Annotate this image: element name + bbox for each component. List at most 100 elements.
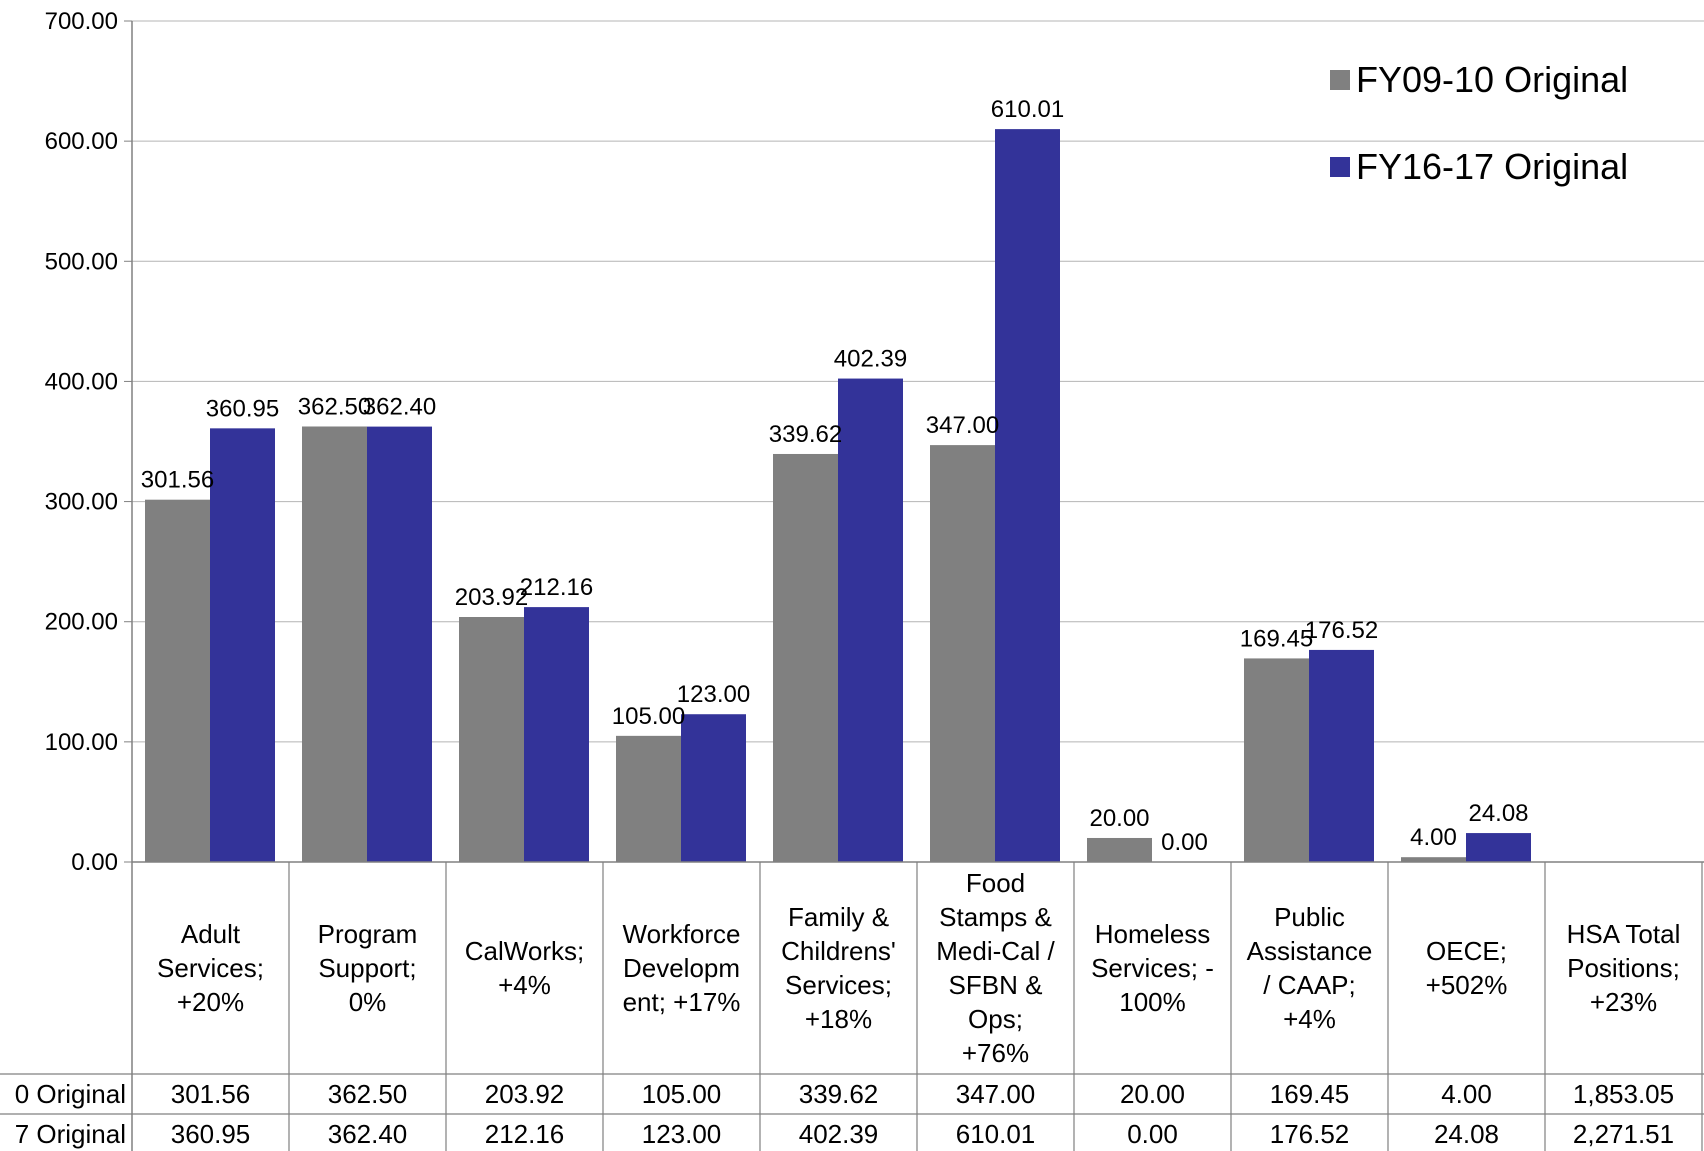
category-label-line: +4% — [498, 970, 551, 1000]
category-label-line: Adult — [181, 919, 241, 949]
category-label-line: Developm — [623, 953, 740, 983]
legend-swatch — [1330, 157, 1350, 177]
category-label-line: +76% — [962, 1038, 1029, 1068]
category-label-line: Stamps & — [939, 902, 1052, 932]
bar-data-label: 20.00 — [1089, 805, 1149, 832]
category-label-line: Ops; — [968, 1004, 1023, 1034]
bar-data-label: 362.40 — [363, 394, 436, 421]
y-tick-label: 700.00 — [45, 8, 118, 35]
category-label-line: Services; — [157, 953, 264, 983]
category-label: Family & Childrens' Services; +18% — [781, 902, 896, 1034]
category-label-line: Services; — [785, 970, 892, 1000]
bar-data-labels: 301.56 362.50 203.92 105.00 339.62 347.00 20.0… — [141, 96, 1529, 856]
legend-swatch — [1330, 70, 1350, 90]
category-label-line: 0% — [349, 987, 387, 1017]
table-cell-value: 4.00 — [1441, 1079, 1492, 1109]
category-label-line: CalWorks; — [465, 936, 584, 966]
y-tick-label: 400.00 — [45, 368, 118, 395]
category-label-line: OECE; — [1426, 936, 1507, 966]
bar — [524, 607, 589, 862]
category-label-line: Medi-Cal / — [936, 936, 1055, 966]
data-table: Adult Services; +20% Program Support; 0% CalWo… — [0, 861, 1704, 1151]
table-cell-value: 2,271.51 — [1573, 1119, 1674, 1149]
table-cell-value: 176.52 — [1270, 1119, 1350, 1149]
category-label: Workforce Developm ent; +17% — [623, 919, 741, 1017]
legend-label: FY09-10 Original — [1356, 59, 1628, 100]
bar-data-label: 610.01 — [991, 96, 1064, 123]
category-label-line: Food — [966, 868, 1025, 898]
bar — [210, 428, 275, 862]
bar — [1466, 833, 1531, 862]
bar — [681, 714, 746, 862]
bar — [773, 453, 838, 862]
category-label-line: +502% — [1426, 970, 1508, 1000]
table-cell-value: 169.45 — [1270, 1079, 1350, 1109]
table-cell-value: 362.50 — [328, 1079, 408, 1109]
bar — [616, 735, 681, 862]
table-cell-value: 1,853.05 — [1573, 1079, 1674, 1109]
bar — [1244, 658, 1309, 862]
category-label: Adult Services; +20% — [157, 919, 264, 1017]
legend: FY09-10 Original FY16-17 Original — [1330, 59, 1628, 187]
table-cell-value: 212.16 — [485, 1119, 565, 1149]
bar-data-label: 4.00 — [1410, 824, 1457, 851]
category-label-line: +20% — [177, 987, 244, 1017]
table-cell-value: 339.62 — [799, 1079, 879, 1109]
category-label-line: Positions; — [1567, 953, 1680, 983]
category-label-line: Workforce — [623, 919, 741, 949]
y-tick-label: 500.00 — [45, 248, 118, 275]
bar-data-label: 105.00 — [612, 703, 685, 730]
category-label-line: ent; +17% — [623, 987, 741, 1017]
bar — [367, 426, 432, 862]
bar-data-label: 402.39 — [834, 346, 907, 373]
legend-label: FY16-17 Original — [1356, 146, 1628, 187]
bar-data-label: 301.56 — [141, 467, 214, 494]
category-label: OECE; +502% — [1426, 936, 1508, 1000]
table-cell-value: 347.00 — [956, 1079, 1036, 1109]
category-label-line: +23% — [1590, 987, 1657, 1017]
table-cell-value: 360.95 — [171, 1119, 251, 1149]
category-label-line: Services; - — [1091, 953, 1214, 983]
table-cell-value: 24.08 — [1434, 1119, 1499, 1149]
category-label-line: Program — [318, 919, 418, 949]
bar — [302, 426, 367, 862]
table-cell-value: 301.56 — [171, 1079, 251, 1109]
table-row-label: 0 Original — [15, 1079, 126, 1109]
y-tick-label: 100.00 — [45, 729, 118, 756]
bar-data-label: 123.00 — [677, 681, 750, 708]
bar — [930, 445, 995, 862]
y-tick-label: 200.00 — [45, 609, 118, 636]
y-tick-label: 0.00 — [71, 849, 118, 876]
bar-data-label: 0.00 — [1161, 829, 1208, 856]
bar-data-label: 169.45 — [1240, 625, 1313, 652]
category-label-line: HSA Total — [1567, 919, 1681, 949]
bar-data-label: 24.08 — [1468, 800, 1528, 827]
bar-data-label: 347.00 — [926, 412, 999, 439]
table-cell-value: 20.00 — [1120, 1079, 1185, 1109]
bar-data-label: 212.16 — [520, 574, 593, 601]
table-cell-value: 610.01 — [956, 1119, 1036, 1149]
bar-data-label: 339.62 — [769, 421, 842, 448]
table-cell-value: 105.00 — [642, 1079, 722, 1109]
bar — [459, 617, 524, 862]
y-tick-label: 300.00 — [45, 489, 118, 516]
category-label-line: Childrens' — [781, 936, 896, 966]
bar-data-label: 203.92 — [455, 584, 528, 611]
bar — [1309, 649, 1374, 862]
y-tick-label: 600.00 — [45, 128, 118, 155]
bar-data-label: 362.50 — [298, 393, 371, 420]
table-cell-value: 0.00 — [1127, 1119, 1178, 1149]
category-label-line: Public — [1274, 902, 1345, 932]
category-label-line: Homeless — [1095, 919, 1211, 949]
category-label-line: 100% — [1119, 987, 1186, 1017]
table-cell-value: 203.92 — [485, 1079, 565, 1109]
y-axis: 0.00 100.00 200.00 300.00 400.00 500.00 600.00… — [45, 8, 133, 1151]
category-label-line: Family & — [788, 902, 889, 932]
bar-data-label: 360.95 — [206, 395, 279, 422]
category-label: Food Stamps & Medi-Cal / SFBN & Ops; +76% — [936, 868, 1055, 1068]
bar — [995, 129, 1060, 862]
category-label-line: Assistance — [1247, 936, 1373, 966]
table-cell-value: 123.00 — [642, 1119, 722, 1149]
bars — [145, 129, 1531, 862]
category-label: CalWorks; +4% — [465, 936, 584, 1000]
